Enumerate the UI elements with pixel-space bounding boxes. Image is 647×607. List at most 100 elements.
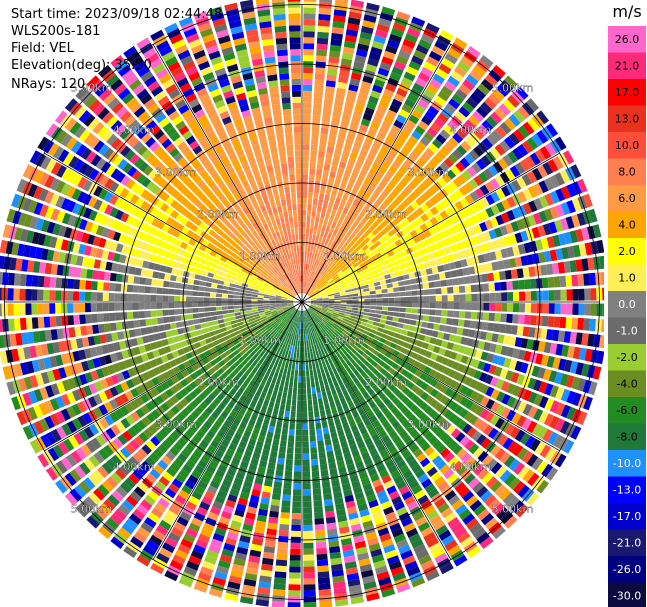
velocity-gate bbox=[538, 411, 549, 424]
velocity-gate bbox=[539, 195, 549, 208]
velocity-gate bbox=[570, 425, 582, 440]
velocity-gate bbox=[44, 190, 55, 204]
velocity-gate bbox=[554, 453, 567, 468]
velocity-gate bbox=[477, 83, 490, 96]
velocity-gate bbox=[352, 336, 360, 342]
velocity-gate bbox=[298, 328, 301, 335]
velocity-gate bbox=[359, 508, 370, 518]
velocity-gate bbox=[322, 340, 328, 347]
velocity-gate bbox=[330, 317, 337, 322]
velocity-gate bbox=[252, 427, 260, 435]
velocity-gate bbox=[432, 439, 443, 450]
velocity-gate bbox=[272, 589, 286, 596]
velocity-gate bbox=[302, 227, 306, 234]
velocity-gate bbox=[177, 232, 186, 241]
velocity-gate bbox=[85, 440, 97, 453]
velocity-gate bbox=[315, 331, 320, 338]
velocity-gate bbox=[281, 373, 287, 381]
velocity-gate bbox=[351, 480, 361, 489]
velocity-gate bbox=[316, 316, 321, 322]
velocity-gate bbox=[383, 233, 391, 241]
velocity-gate bbox=[382, 420, 391, 429]
velocity-gate bbox=[434, 381, 444, 391]
velocity-gate bbox=[45, 431, 57, 445]
velocity-gate bbox=[513, 303, 520, 313]
velocity-gate bbox=[460, 536, 474, 549]
velocity-gate bbox=[327, 253, 333, 260]
velocity-gate bbox=[341, 113, 352, 121]
velocity-gate bbox=[328, 177, 335, 184]
velocity-gate bbox=[289, 306, 295, 311]
velocity-gate bbox=[318, 329, 323, 336]
velocity-gate bbox=[316, 49, 328, 57]
velocity-gate bbox=[83, 207, 93, 219]
velocity-gate bbox=[371, 142, 381, 151]
velocity-gate bbox=[200, 454, 211, 464]
velocity-gate bbox=[378, 17, 392, 28]
velocity-gate bbox=[367, 232, 375, 240]
velocity-gate bbox=[23, 244, 32, 258]
velocity-gate bbox=[383, 544, 396, 554]
velocity-gate bbox=[578, 243, 587, 257]
velocity-gate bbox=[372, 376, 380, 384]
velocity-gate bbox=[346, 413, 354, 422]
velocity-gate bbox=[343, 555, 356, 564]
velocity-gate bbox=[340, 297, 347, 300]
velocity-gate bbox=[228, 290, 235, 295]
velocity-gate bbox=[451, 499, 464, 511]
velocity-gate bbox=[341, 483, 352, 491]
velocity-gate bbox=[566, 183, 577, 198]
velocity-gate bbox=[476, 434, 487, 446]
velocity-gate bbox=[399, 286, 406, 292]
velocity-gate bbox=[334, 339, 340, 346]
velocity-gate bbox=[549, 385, 559, 398]
velocity-gate bbox=[247, 315, 254, 320]
velocity-gate bbox=[602, 287, 604, 301]
velocity-gate bbox=[150, 409, 161, 420]
velocity-gate bbox=[458, 486, 471, 498]
velocity-gate bbox=[167, 532, 181, 543]
velocity-gate bbox=[287, 303, 294, 305]
velocity-gate bbox=[303, 328, 306, 335]
velocity-gate bbox=[366, 152, 376, 162]
velocity-gate bbox=[376, 372, 384, 380]
velocity-gate bbox=[444, 539, 458, 552]
velocity-gate bbox=[325, 274, 331, 280]
velocity-gate bbox=[107, 343, 115, 353]
velocity-gate bbox=[289, 313, 294, 319]
velocity-gate bbox=[72, 173, 83, 186]
velocity-gate bbox=[540, 354, 550, 367]
velocity-gate bbox=[222, 289, 229, 294]
velocity-gate bbox=[499, 121, 512, 135]
velocity-gate bbox=[432, 138, 443, 149]
velocity-gate bbox=[287, 602, 301, 607]
velocity-gate bbox=[279, 518, 290, 525]
velocity-gate bbox=[400, 549, 414, 560]
velocity-gate bbox=[239, 271, 247, 277]
velocity-gate bbox=[95, 434, 107, 447]
velocity-gate bbox=[552, 156, 564, 170]
velocity-gate bbox=[385, 83, 397, 93]
velocity-gate bbox=[367, 58, 379, 67]
velocity-gate bbox=[397, 322, 404, 329]
velocity-gate bbox=[33, 388, 44, 402]
velocity-gate bbox=[409, 191, 419, 200]
velocity-gate bbox=[152, 366, 162, 376]
velocity-gate bbox=[339, 239, 346, 247]
velocity-gate bbox=[341, 543, 354, 552]
velocity-gate bbox=[332, 333, 338, 340]
velocity-gate bbox=[149, 342, 158, 350]
velocity-gate bbox=[353, 109, 363, 118]
velocity-gate bbox=[49, 193, 60, 206]
velocity-gate bbox=[459, 294, 466, 302]
velocity-gate bbox=[375, 185, 384, 194]
velocity-gate bbox=[218, 360, 226, 368]
velocity-gate bbox=[180, 398, 189, 407]
velocity-gate bbox=[413, 448, 423, 458]
velocity-gate bbox=[245, 384, 253, 392]
velocity-gate bbox=[448, 369, 457, 379]
velocity-gate bbox=[78, 481, 91, 494]
velocity-gate bbox=[168, 316, 176, 323]
velocity-gate bbox=[476, 158, 487, 170]
velocity-gate bbox=[324, 438, 332, 446]
